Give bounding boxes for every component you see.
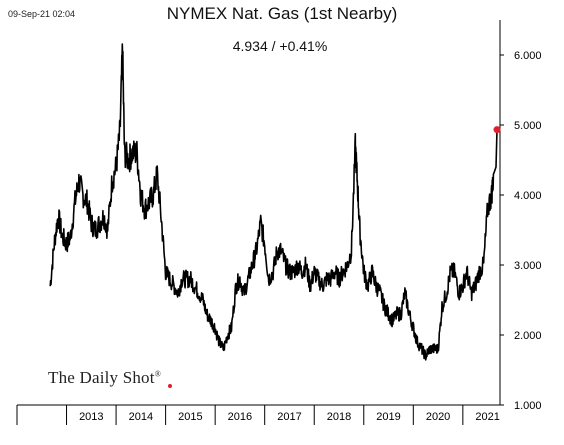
axes — [16, 20, 504, 425]
timestamp: 09-Sep-21 02:04 — [8, 9, 76, 19]
tick-labels: 2013 2014 2015 2016 2017 2018 2019 2020 2021 1.00… — [79, 50, 541, 423]
x-tick-label: 2016 — [228, 411, 252, 423]
y-tick-label: 3.000 — [514, 260, 542, 272]
last-price-marker — [493, 126, 501, 134]
brand-dot-icon — [168, 384, 172, 388]
y-tick-label: 5.000 — [514, 120, 542, 132]
y-tick-label: 1.000 — [514, 400, 542, 412]
x-tick-label: 2017 — [277, 411, 301, 423]
x-tick-label: 2015 — [178, 411, 202, 423]
series-group — [49, 43, 501, 361]
brand-registered-mark: ® — [154, 369, 161, 379]
x-tick-label: 2018 — [327, 411, 351, 423]
brand-name: The Daily Shot — [48, 368, 155, 387]
x-tick-label: 2020 — [426, 411, 450, 423]
brand-logo: The Daily Shot® — [48, 368, 161, 388]
chart-title: NYMEX Nat. Gas (1st Nearby) — [166, 4, 398, 23]
x-tick-label: 2014 — [129, 411, 153, 423]
y-tick-label: 2.000 — [514, 330, 542, 342]
x-tick-label: 2021 — [475, 411, 499, 423]
x-tick-label: 2013 — [79, 411, 103, 423]
last-value-readout: 4.934 / +0.41% — [232, 38, 328, 54]
price-line — [49, 43, 498, 361]
x-tick-label: 2019 — [376, 411, 400, 423]
y-tick-label: 6.000 — [514, 50, 542, 62]
y-tick-label: 4.000 — [514, 190, 542, 202]
